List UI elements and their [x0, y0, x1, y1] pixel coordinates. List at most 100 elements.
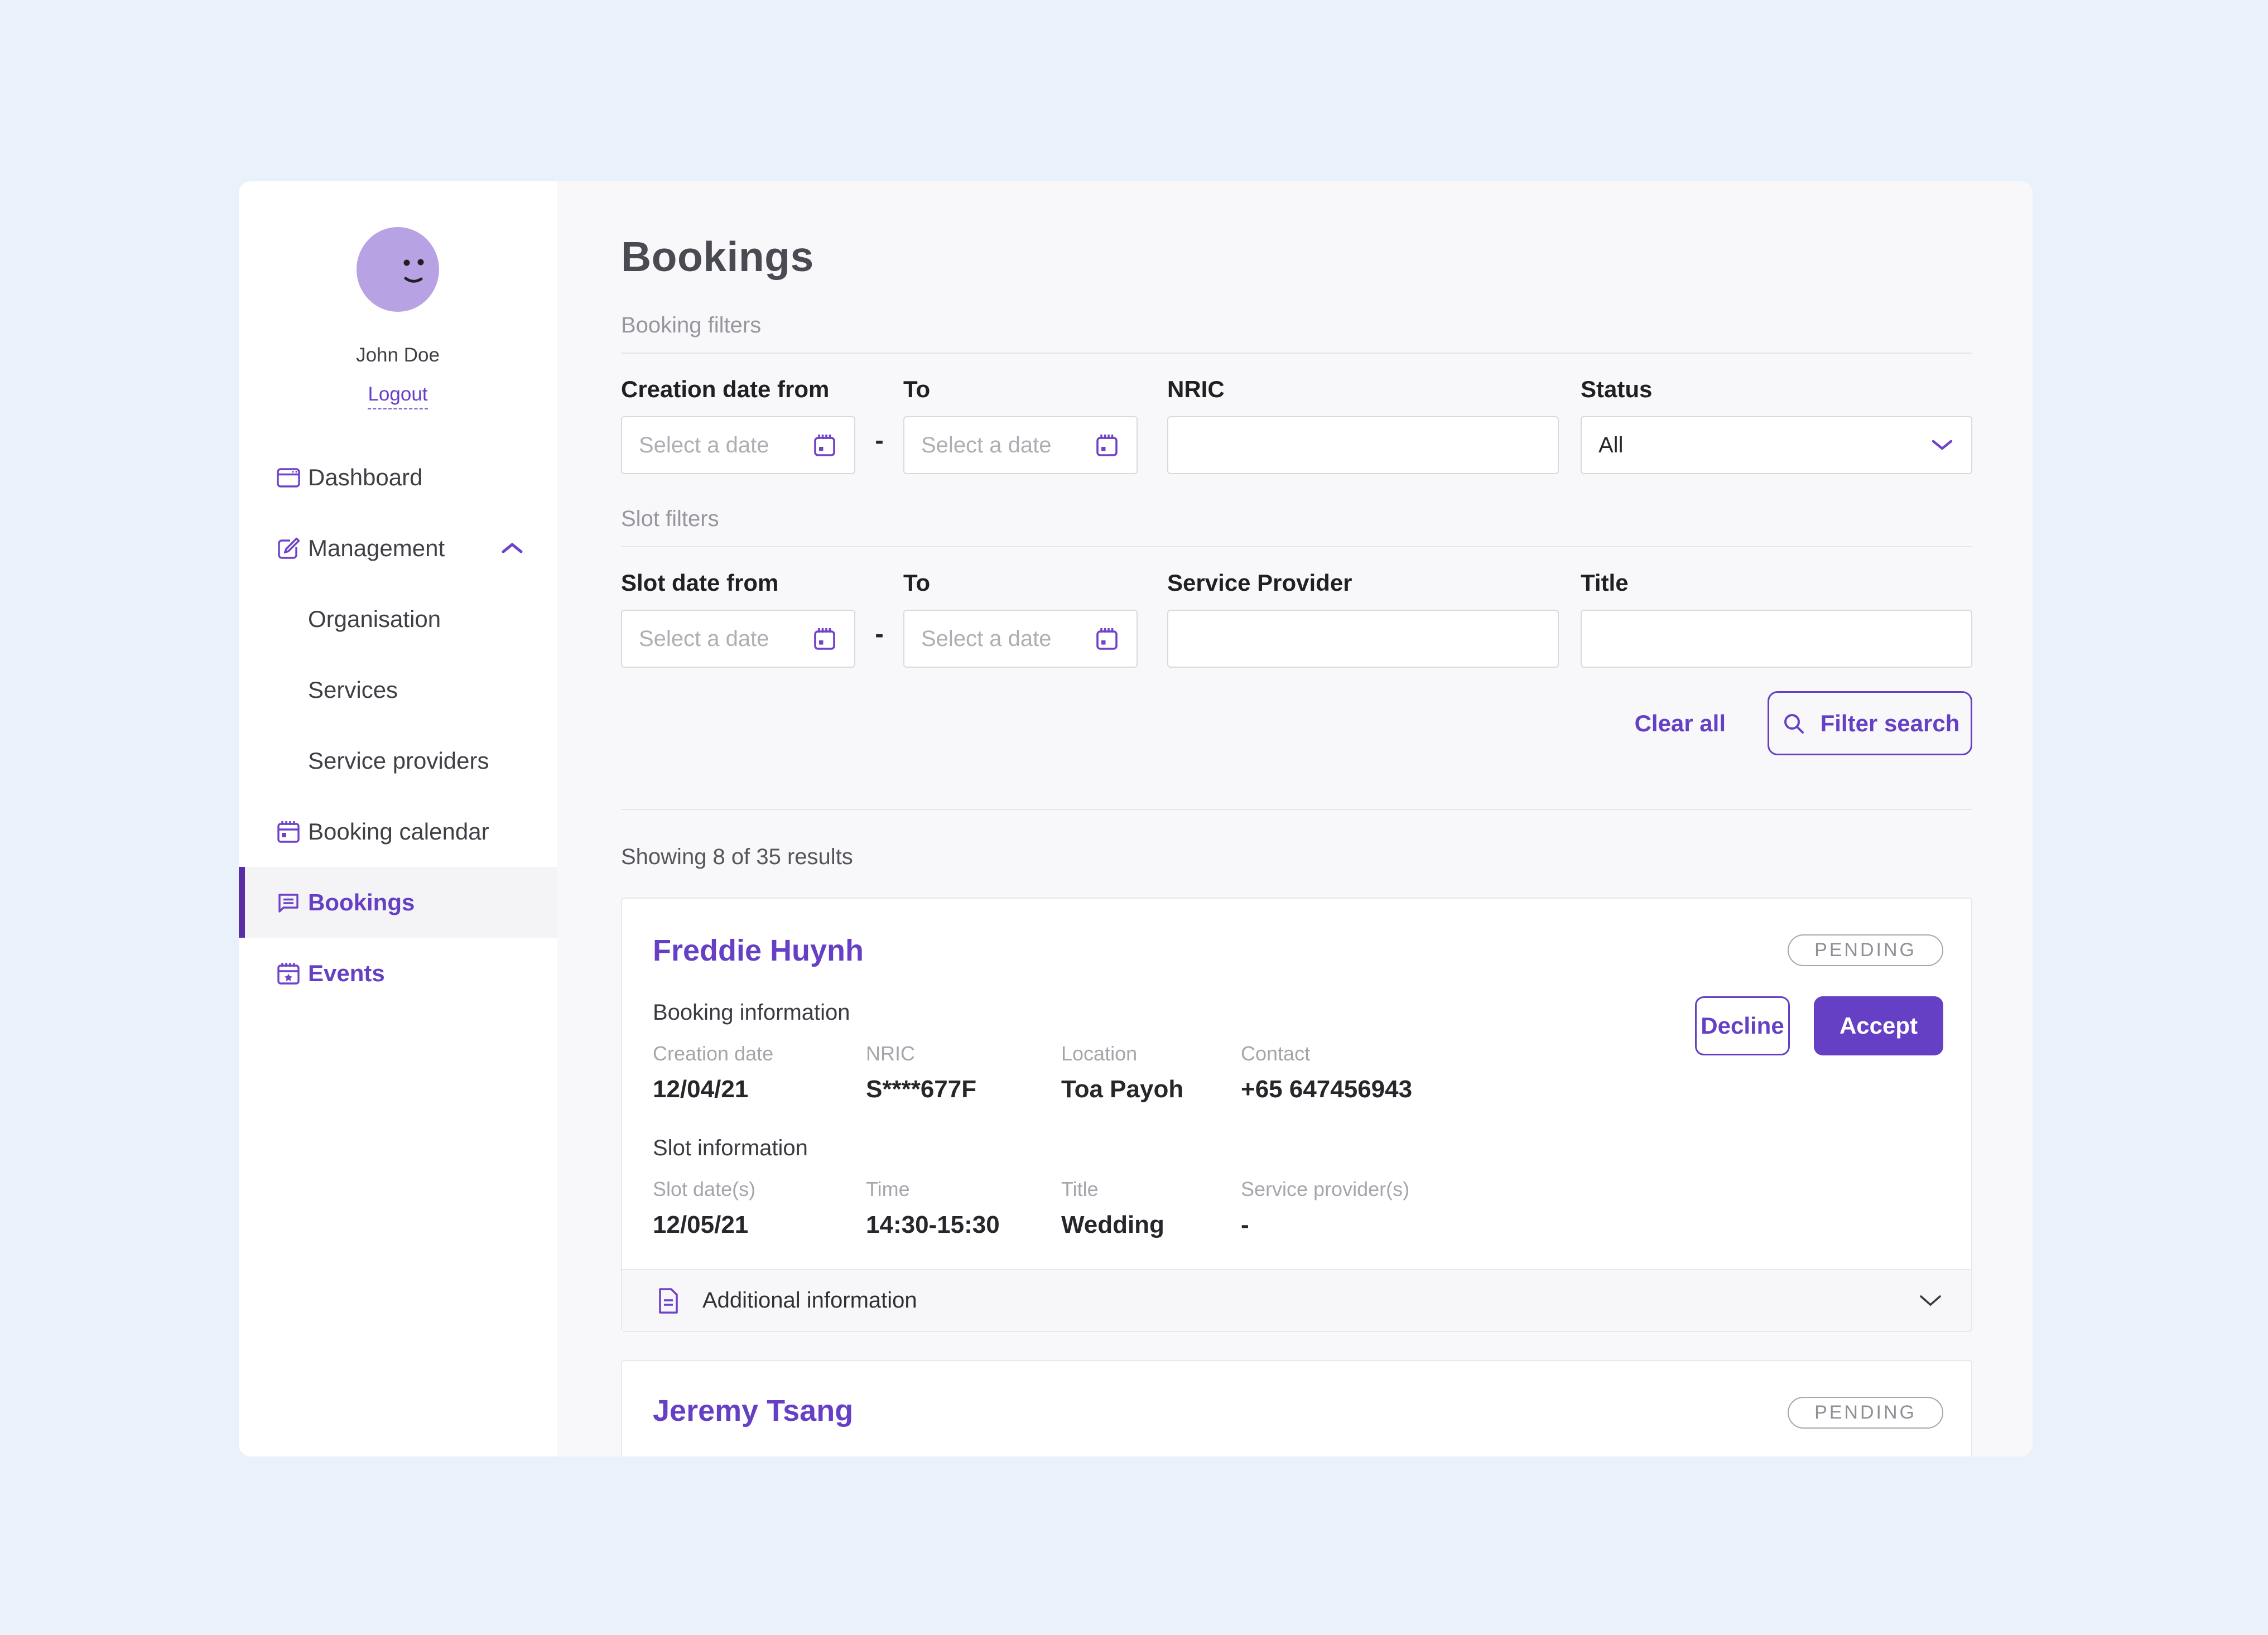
booking-card-body: Freddie Huynh PENDING Decline Accept Boo…	[622, 899, 1971, 1239]
calendar-icon[interactable]	[1094, 432, 1120, 458]
filter-search-button[interactable]: Filter search	[1768, 691, 1972, 755]
filter-search-label: Filter search	[1820, 710, 1960, 736]
booking-information-fields: Creation date 12/04/21 NRIC S****677F Lo…	[653, 1042, 1940, 1103]
title-input-box[interactable]	[1581, 610, 1972, 668]
booking-actions: Decline Accept	[1695, 996, 1943, 1055]
to-label: To	[903, 570, 931, 596]
nric-input-box[interactable]	[1167, 416, 1559, 474]
calendar-icon[interactable]	[1094, 626, 1120, 652]
booking-card-body: Jeremy Tsang PENDING Decline Accept Book…	[622, 1361, 1971, 1456]
field-value: 12/05/21	[653, 1211, 749, 1238]
sidebar-item-booking-calendar[interactable]: Booking calendar	[239, 796, 557, 867]
field-label: Contact	[1241, 1042, 1311, 1065]
slot-date-from-field: Slot date from	[621, 570, 855, 668]
field-value: Toa Payoh	[1061, 1075, 1184, 1103]
status-badge: PENDING	[1788, 934, 1943, 966]
dashboard-icon	[275, 464, 302, 491]
status-badge: PENDING	[1788, 1397, 1943, 1429]
field-label: Time	[866, 1178, 910, 1200]
date-input[interactable]	[639, 432, 805, 458]
divider	[621, 809, 1972, 810]
service-provider-field: Service Provider	[1167, 570, 1559, 668]
date-range-separator: -	[875, 619, 884, 648]
field-value: +65 647456943	[1241, 1075, 1413, 1103]
sidebar-item-dashboard[interactable]: Dashboard	[239, 442, 557, 513]
sidebar: John Doe Logout Dashboard	[239, 181, 557, 1456]
field-value: 12/04/21	[653, 1075, 749, 1103]
avatar	[357, 227, 439, 312]
sidebar-item-services[interactable]: Services	[239, 654, 557, 725]
chevron-down-icon	[1930, 437, 1954, 453]
sidebar-item-organisation[interactable]: Organisation	[239, 583, 557, 654]
date-input[interactable]	[921, 626, 1087, 652]
sidebar-item-label: Service providers	[308, 747, 489, 774]
slot-information-label: Slot information	[653, 1136, 808, 1160]
sidebar-item-label: Events	[308, 959, 385, 986]
creation-date-from-input[interactable]	[621, 416, 855, 474]
active-indicator	[239, 867, 245, 938]
booking-filters-label: Booking filters	[621, 313, 762, 337]
slot-filter-row: Slot date from - To	[621, 570, 1972, 668]
field-slot-dates: Slot date(s) 12/05/21	[653, 1178, 866, 1239]
booking-filter-row: Creation date from - To	[621, 376, 1972, 474]
results-summary: Showing 8 of 35 results	[621, 845, 853, 869]
document-icon	[657, 1287, 680, 1315]
status-label: Status	[1581, 376, 1653, 402]
sidebar-item-management[interactable]: Management	[239, 513, 557, 583]
field-label: Creation date	[653, 1042, 774, 1065]
additional-information-toggle[interactable]: Additional information	[622, 1269, 1971, 1331]
booking-calendar-icon	[275, 818, 302, 846]
calendar-icon[interactable]	[812, 626, 837, 652]
field-value: -	[1241, 1211, 1249, 1238]
status-value: All	[1598, 432, 1624, 457]
service-provider-label: Service Provider	[1167, 570, 1352, 596]
events-icon	[275, 959, 302, 987]
date-input[interactable]	[921, 432, 1087, 458]
nric-input[interactable]	[1185, 432, 1541, 458]
slot-date-to-input[interactable]	[903, 610, 1138, 668]
sidebar-item-service-providers[interactable]: Service providers	[239, 725, 557, 796]
decline-button[interactable]: Decline	[1695, 996, 1790, 1055]
filter-actions: Clear all Filter search	[621, 691, 1972, 755]
booking-name: Freddie Huynh	[653, 934, 864, 967]
field-time: Time 14:30-15:30	[866, 1178, 1061, 1239]
title-field: Title	[1581, 570, 1972, 668]
field-value: 14:30-15:30	[866, 1211, 1000, 1238]
creation-date-to-input[interactable]	[903, 416, 1138, 474]
clear-all-button[interactable]: Clear all	[1634, 710, 1726, 736]
sidebar-item-label: Management	[308, 534, 445, 561]
booking-card-header: Jeremy Tsang	[653, 1393, 1940, 1428]
logout-link[interactable]: Logout	[368, 383, 428, 409]
status-select[interactable]: All	[1581, 416, 1972, 474]
booking-information-label: Booking information	[653, 1000, 850, 1025]
divider	[621, 353, 1972, 354]
status-field: Status All	[1581, 376, 1972, 474]
booking-card: Freddie Huynh PENDING Decline Accept Boo…	[621, 898, 1972, 1332]
sidebar-nav: Dashboard Management Organisation	[239, 442, 557, 1009]
chevron-up-icon	[500, 541, 524, 556]
slot-date-from-input[interactable]	[621, 610, 855, 668]
calendar-icon[interactable]	[812, 432, 837, 458]
sidebar-item-label: Dashboard	[308, 464, 423, 490]
slot-filters-label: Slot filters	[621, 507, 719, 531]
sidebar-item-label: Services	[308, 676, 398, 703]
field-creation-date: Creation date 12/04/21	[653, 1042, 866, 1103]
sidebar-item-events[interactable]: Events	[239, 938, 557, 1009]
sidebar-item-bookings[interactable]: Bookings	[239, 867, 557, 938]
creation-date-from-field: Creation date from	[621, 376, 855, 474]
field-location: Location Toa Payoh	[1061, 1042, 1241, 1103]
slot-date-to-field: To	[903, 570, 1138, 668]
service-provider-input-box[interactable]	[1167, 610, 1559, 668]
field-label: Service provider(s)	[1241, 1178, 1410, 1200]
booking-name: Jeremy Tsang	[653, 1394, 854, 1427]
sidebar-item-label: Bookings	[308, 889, 415, 915]
nric-label: NRIC	[1167, 376, 1225, 402]
booking-card: Jeremy Tsang PENDING Decline Accept Book…	[621, 1360, 1972, 1456]
accept-button[interactable]: Accept	[1814, 996, 1943, 1055]
field-title: Title Wedding	[1061, 1178, 1241, 1239]
title-input[interactable]	[1598, 626, 1954, 652]
service-provider-input[interactable]	[1185, 626, 1541, 652]
date-input[interactable]	[639, 626, 805, 652]
app-window: John Doe Logout Dashboard	[239, 181, 2033, 1456]
additional-information-label: Additional information	[702, 1288, 917, 1313]
